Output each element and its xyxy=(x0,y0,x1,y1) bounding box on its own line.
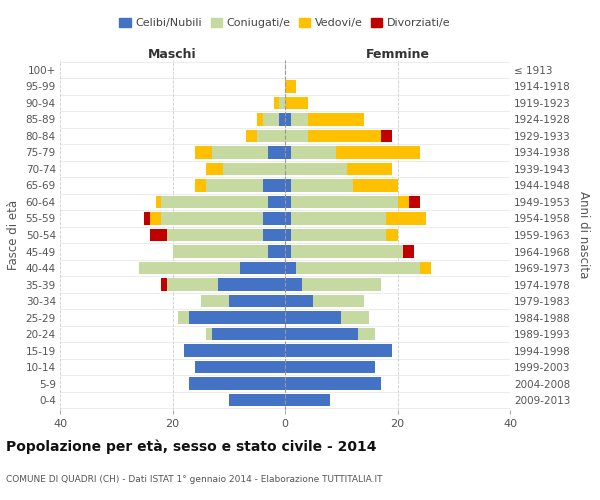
Bar xyxy=(398,196,409,208)
Bar xyxy=(420,262,431,274)
Bar xyxy=(335,146,420,158)
Bar xyxy=(347,163,392,175)
Bar xyxy=(290,246,403,258)
Bar xyxy=(145,212,150,224)
Bar xyxy=(285,262,296,274)
Bar xyxy=(290,196,398,208)
Bar xyxy=(285,295,313,307)
Bar xyxy=(173,246,268,258)
Bar xyxy=(285,278,302,290)
Bar xyxy=(296,262,420,274)
Text: Maschi: Maschi xyxy=(148,48,197,61)
Bar xyxy=(280,113,285,126)
Bar xyxy=(268,146,285,158)
Bar xyxy=(229,295,285,307)
Bar xyxy=(285,394,330,406)
Bar xyxy=(206,163,223,175)
Bar xyxy=(308,113,364,126)
Bar xyxy=(268,246,285,258)
Bar xyxy=(190,312,285,324)
Bar xyxy=(263,212,285,224)
Bar xyxy=(358,328,375,340)
Bar xyxy=(161,278,167,290)
Bar xyxy=(285,378,380,390)
Bar xyxy=(274,96,280,109)
Bar xyxy=(285,96,308,109)
Bar xyxy=(257,130,285,142)
Bar xyxy=(195,146,212,158)
Bar xyxy=(285,163,347,175)
Bar xyxy=(285,361,375,374)
Bar xyxy=(218,278,285,290)
Bar xyxy=(161,212,263,224)
Bar xyxy=(263,180,285,192)
Bar xyxy=(240,262,285,274)
Bar xyxy=(285,312,341,324)
Bar xyxy=(184,344,285,357)
Bar xyxy=(280,96,285,109)
Bar xyxy=(223,163,285,175)
Bar xyxy=(353,180,398,192)
Legend: Celibi/Nubili, Coniugati/e, Vedovi/e, Divorziati/e: Celibi/Nubili, Coniugati/e, Vedovi/e, Di… xyxy=(115,13,455,32)
Bar xyxy=(206,180,263,192)
Bar xyxy=(263,229,285,241)
Bar xyxy=(212,328,285,340)
Bar xyxy=(302,278,380,290)
Bar xyxy=(290,146,335,158)
Bar xyxy=(386,212,425,224)
Bar xyxy=(229,394,285,406)
Bar xyxy=(212,146,268,158)
Bar xyxy=(285,344,392,357)
Bar xyxy=(285,146,290,158)
Bar xyxy=(290,180,353,192)
Text: Femmine: Femmine xyxy=(365,48,430,61)
Bar xyxy=(290,113,308,126)
Bar xyxy=(308,130,380,142)
Bar xyxy=(285,212,290,224)
Bar xyxy=(380,130,392,142)
Bar xyxy=(150,229,167,241)
Bar xyxy=(155,196,161,208)
Bar xyxy=(178,312,190,324)
Bar xyxy=(341,312,370,324)
Bar xyxy=(139,262,240,274)
Bar xyxy=(285,130,308,142)
Bar xyxy=(285,80,296,92)
Bar xyxy=(290,229,386,241)
Bar xyxy=(190,378,285,390)
Bar xyxy=(268,196,285,208)
Bar xyxy=(161,196,268,208)
Bar xyxy=(245,130,257,142)
Bar xyxy=(167,229,263,241)
Bar xyxy=(200,295,229,307)
Bar xyxy=(285,229,290,241)
Text: Popolazione per età, sesso e stato civile - 2014: Popolazione per età, sesso e stato civil… xyxy=(6,440,377,454)
Bar xyxy=(285,196,290,208)
Text: COMUNE DI QUADRI (CH) - Dati ISTAT 1° gennaio 2014 - Elaborazione TUTTITALIA.IT: COMUNE DI QUADRI (CH) - Dati ISTAT 1° ge… xyxy=(6,475,383,484)
Bar xyxy=(150,212,161,224)
Bar xyxy=(206,328,212,340)
Bar xyxy=(285,246,290,258)
Bar xyxy=(290,212,386,224)
Bar xyxy=(195,180,206,192)
Bar xyxy=(167,278,218,290)
Bar xyxy=(285,180,290,192)
Bar xyxy=(313,295,364,307)
Y-axis label: Fasce di età: Fasce di età xyxy=(7,200,20,270)
Bar xyxy=(285,328,358,340)
Bar xyxy=(263,113,280,126)
Y-axis label: Anni di nascita: Anni di nascita xyxy=(577,192,590,278)
Bar xyxy=(409,196,420,208)
Bar xyxy=(257,113,263,126)
Bar xyxy=(386,229,398,241)
Bar xyxy=(403,246,415,258)
Bar xyxy=(195,361,285,374)
Bar xyxy=(285,113,290,126)
